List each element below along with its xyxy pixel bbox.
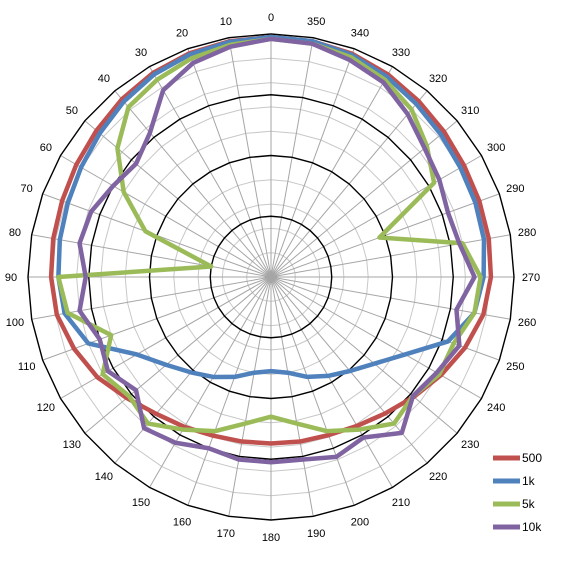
angle-tick-label: 210 xyxy=(392,497,410,509)
grid-ring-major xyxy=(148,154,394,400)
angle-tick-label: 310 xyxy=(461,105,479,117)
grid-ring-outer xyxy=(27,33,515,521)
legend-label-10k: 10k xyxy=(522,520,542,534)
angle-tick-label: 140 xyxy=(95,471,113,483)
angle-tick-label: 220 xyxy=(429,471,447,483)
legend: 500 1k 5k 10k xyxy=(493,451,542,534)
angle-tick-label: 100 xyxy=(6,317,24,329)
angle-tick-label: 50 xyxy=(66,105,78,117)
angle-tick-label: 200 xyxy=(351,516,369,528)
angle-tick-label: 240 xyxy=(487,402,505,414)
angle-tick-label: 80 xyxy=(9,227,21,239)
series-5k-line xyxy=(56,36,483,434)
angle-tick-label: 160 xyxy=(173,516,191,528)
angle-tick-label: 330 xyxy=(392,47,410,59)
polar-grid xyxy=(27,33,515,521)
angle-tick-label: 10 xyxy=(220,16,232,28)
angle-tick-label: 270 xyxy=(522,272,540,284)
series-500-line xyxy=(48,34,494,446)
series-1k-line xyxy=(56,34,487,380)
angle-tick-labels: 0 10 20 30 40 50 60 70 80 90 100 110 120 130 140 150 160… xyxy=(5,12,540,544)
angle-tick-label: 320 xyxy=(429,73,447,85)
angle-tick-label: 350 xyxy=(307,16,325,28)
angle-tick-label: 110 xyxy=(18,361,36,373)
angle-tick-label: 260 xyxy=(518,317,536,329)
legend-label-1k: 1k xyxy=(522,474,536,488)
legend-label-500: 500 xyxy=(522,451,542,465)
angle-tick-label: 90 xyxy=(5,272,17,284)
angle-tick-label: 20 xyxy=(176,28,188,40)
angle-tick-label: 230 xyxy=(461,439,479,451)
series-10k-line xyxy=(77,36,477,465)
angle-tick-label: 290 xyxy=(506,183,524,195)
angle-tick-label: 30 xyxy=(135,47,147,59)
angle-tick-label: 0 xyxy=(268,12,274,24)
angle-tick-label: 120 xyxy=(37,402,55,414)
series-layer xyxy=(48,34,494,465)
angle-tick-label: 130 xyxy=(63,439,81,451)
angle-tick-label: 340 xyxy=(351,28,369,40)
legend-label-5k: 5k xyxy=(522,497,536,511)
angle-tick-label: 300 xyxy=(487,142,505,154)
angle-tick-label: 180 xyxy=(262,532,280,544)
angle-tick-label: 170 xyxy=(217,528,235,540)
angle-tick-label: 280 xyxy=(518,227,536,239)
angle-tick-label: 40 xyxy=(98,73,110,85)
angle-tick-label: 150 xyxy=(132,497,150,509)
angle-tick-label: 60 xyxy=(40,142,52,154)
grid-ring-major xyxy=(209,215,333,339)
angle-tick-label: 250 xyxy=(506,361,524,373)
angle-tick-label: 70 xyxy=(21,183,33,195)
angle-tick-label: 190 xyxy=(307,528,325,540)
